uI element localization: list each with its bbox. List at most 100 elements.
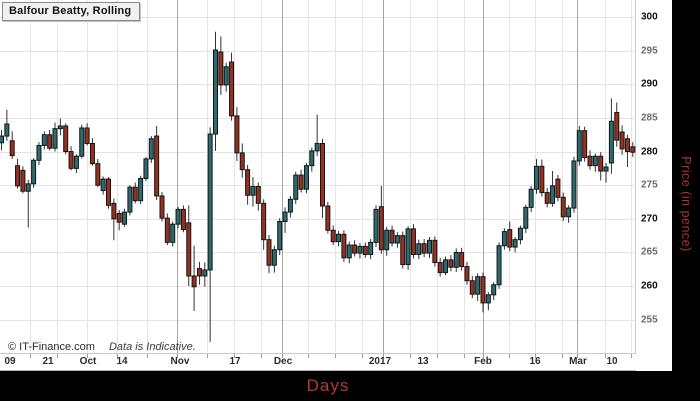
candle-up <box>571 160 577 209</box>
candle-down <box>619 131 625 150</box>
x-axis-label: 17 <box>229 356 241 367</box>
candle-down <box>539 165 545 194</box>
x-axis-tick <box>410 354 411 358</box>
candle-up <box>143 158 149 179</box>
x-axis-tick <box>562 354 563 358</box>
x-axis-tick <box>117 354 118 358</box>
candle-up <box>528 188 534 208</box>
y-axis-title: Price (in pence) <box>679 156 693 252</box>
candle-up <box>122 211 128 225</box>
candle-up <box>223 66 229 86</box>
candle-down <box>400 235 406 266</box>
candle-down <box>624 138 630 153</box>
candle-down <box>95 163 101 186</box>
candle-up <box>73 155 79 169</box>
x-axis-label: 2017 <box>368 356 392 367</box>
candle-down <box>378 206 384 251</box>
x-axis-title-band: Days <box>0 371 672 401</box>
x-axis-tick <box>308 354 309 358</box>
candle-up <box>271 249 277 266</box>
candle-down <box>15 165 21 187</box>
candle-up <box>57 125 63 130</box>
x-axis-tick <box>509 354 510 358</box>
x-axis-tick <box>335 354 336 358</box>
candle-down <box>630 146 636 153</box>
candle-down <box>191 275 197 288</box>
x-axis-strip: 09 21 Oct 14 Nov 17 Dec 2017 13 Feb 16 Mar 10 <box>0 353 636 371</box>
candle-down <box>352 244 358 254</box>
candle-up <box>416 243 422 255</box>
candle-down <box>614 112 620 141</box>
candle-down <box>410 228 416 255</box>
candle-up <box>603 166 609 172</box>
candle-up <box>148 138 154 160</box>
x-axis-tick <box>147 354 148 358</box>
y-axis-label: 265 <box>641 246 658 258</box>
candle-up <box>31 159 37 185</box>
candle-down <box>111 202 117 220</box>
candle-down <box>432 239 438 264</box>
x-axis-label: 16 <box>529 356 541 367</box>
candle-up <box>394 235 400 244</box>
x-axis-tick <box>261 354 262 358</box>
instrument-legend-chip[interactable]: Balfour Beatty, Rolling <box>2 2 141 21</box>
x-axis-label: Dec <box>273 356 293 367</box>
candle-down <box>266 239 272 266</box>
x-axis-title: Days <box>306 376 350 395</box>
candle-down <box>47 134 53 149</box>
candle-down <box>234 115 240 154</box>
candle-up <box>576 130 582 162</box>
x-axis-tick <box>87 354 88 358</box>
candle-up <box>592 155 598 167</box>
candle-down <box>469 280 475 295</box>
candle-down <box>89 142 95 165</box>
x-axis-label: Nov <box>170 356 190 367</box>
candle-up <box>25 183 31 192</box>
candle-up <box>501 231 507 247</box>
x-axis-label: 09 <box>4 356 16 367</box>
candle-down <box>448 259 454 268</box>
candle-up <box>475 276 481 295</box>
candle-up <box>0 135 4 144</box>
y-axis-label: 270 <box>641 213 658 225</box>
x-axis-tick <box>535 354 536 358</box>
candlestick-chart[interactable] <box>0 0 636 353</box>
candle-down <box>480 276 486 304</box>
candle-down <box>582 130 588 159</box>
y-axis-title-band: Price (in pence) <box>672 0 700 401</box>
y-axis-label: 290 <box>641 78 658 90</box>
x-axis-label: Oct <box>79 356 97 367</box>
x-axis-tick <box>234 354 235 358</box>
x-axis-tick <box>207 354 208 358</box>
candle-up <box>566 207 572 218</box>
x-axis-tick <box>282 354 283 358</box>
candle-down <box>298 174 304 190</box>
candle-down <box>362 245 368 255</box>
candle-up <box>357 245 363 254</box>
candle-down <box>218 51 224 86</box>
chart-plot-area[interactable] <box>0 0 636 353</box>
x-axis-label: 21 <box>42 356 54 367</box>
candle-up <box>517 227 523 241</box>
candle-up <box>550 185 556 204</box>
candle-down <box>186 222 192 277</box>
candle-up <box>100 178 106 192</box>
candle-up <box>303 165 309 190</box>
x-axis-tick <box>30 354 31 358</box>
x-axis-tick <box>483 354 484 358</box>
y-axis-strip: 300 295 290 285 280 275 270 265 260 255 <box>636 0 672 371</box>
candle-down <box>164 217 170 243</box>
instrument-name: Balfour Beatty, Rolling <box>9 5 132 17</box>
candle-up <box>293 174 299 200</box>
candle-up <box>427 239 432 254</box>
x-axis-label: Mar <box>569 356 587 367</box>
candle-up <box>202 269 208 277</box>
x-axis-tick <box>577 354 578 358</box>
candle-down <box>261 202 267 241</box>
candle-down <box>560 196 566 218</box>
copyright-text: © IT-Finance.com <box>8 341 95 353</box>
y-axis-label: 300 <box>641 11 658 23</box>
candle-down <box>459 251 465 268</box>
candle-up <box>512 239 518 248</box>
